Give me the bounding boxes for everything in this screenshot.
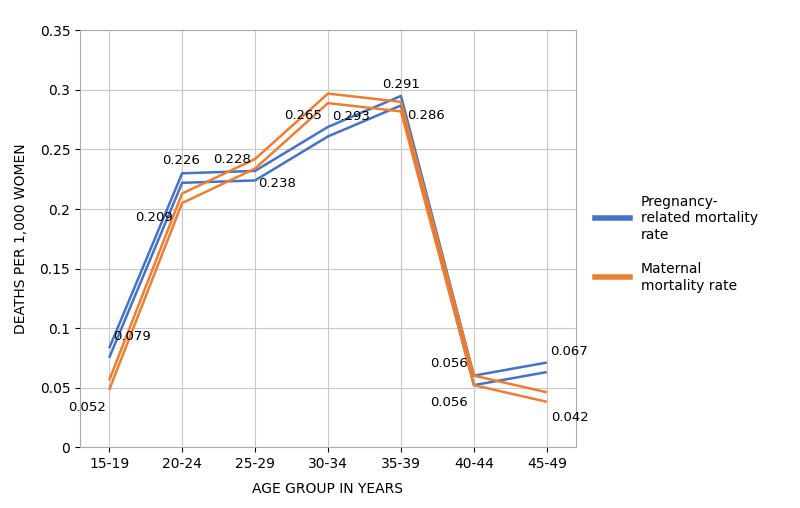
- X-axis label: AGE GROUP IN YEARS: AGE GROUP IN YEARS: [253, 482, 403, 496]
- Text: 0.226: 0.226: [162, 154, 199, 167]
- Text: 0.228: 0.228: [214, 153, 251, 166]
- Legend: Pregnancy-
related mortality
rate, Maternal
mortality rate: Pregnancy- related mortality rate, Mater…: [595, 195, 758, 293]
- Text: 0.052: 0.052: [68, 401, 106, 414]
- Text: 0.238: 0.238: [258, 177, 296, 190]
- Text: 0.056: 0.056: [430, 396, 468, 409]
- Text: 0.293: 0.293: [332, 110, 370, 123]
- Text: 0.067: 0.067: [550, 345, 588, 358]
- Text: 0.209: 0.209: [136, 211, 174, 225]
- Text: 0.286: 0.286: [407, 109, 446, 122]
- Y-axis label: DEATHS PER 1,000 WOMEN: DEATHS PER 1,000 WOMEN: [14, 143, 29, 334]
- Text: 0.079: 0.079: [113, 331, 150, 343]
- Text: 0.056: 0.056: [430, 357, 468, 370]
- Text: 0.042: 0.042: [551, 411, 589, 424]
- Text: 0.265: 0.265: [284, 109, 322, 122]
- Text: 0.291: 0.291: [382, 78, 420, 91]
